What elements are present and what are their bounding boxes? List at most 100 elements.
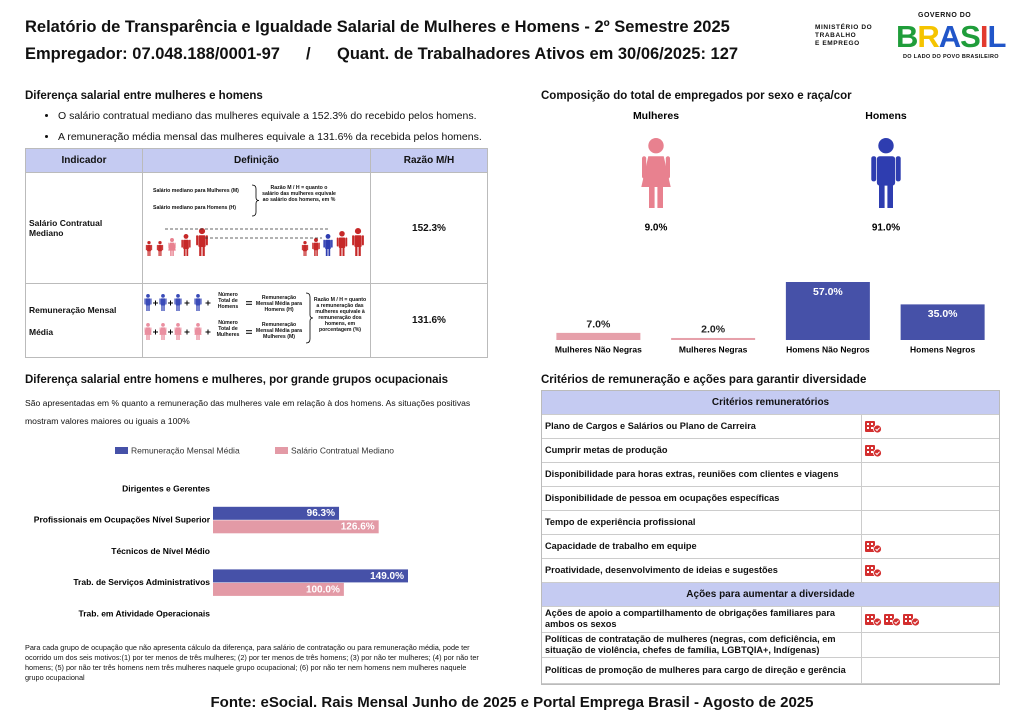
bar [671, 337, 756, 340]
icon-badge [873, 568, 882, 578]
person-body [876, 156, 896, 186]
indicator-cell: Remuneração Mensal Média [25, 283, 143, 358]
person-icon [871, 138, 901, 208]
government-label: GOVERNO DO [918, 12, 972, 19]
icon-window [871, 447, 873, 449]
person-arm [871, 156, 877, 182]
header-cell: Razão M/H [370, 148, 488, 173]
separator: / [306, 45, 311, 63]
section-header: Critérios remuneratórios [542, 391, 999, 415]
definition-text: Remuneração Mensal Média para Homens (H) [255, 295, 303, 313]
bar [900, 304, 985, 340]
employer: Empregador: 07.048.188/0001-97 [25, 45, 280, 63]
criteria-row: Cumprir metas de produção [542, 439, 999, 463]
legend-swatch [115, 447, 128, 454]
icon-window [871, 427, 873, 429]
criteria-icons [862, 511, 999, 534]
check-icons [865, 421, 882, 434]
bar [556, 332, 641, 340]
ratio-table: Indicador Definição Razão M/H Salário Co… [25, 148, 488, 358]
group-label: Mulheres [633, 110, 679, 122]
icon-window [890, 615, 892, 618]
person-arm [665, 156, 670, 179]
icon-check [875, 547, 880, 552]
ministry-logo: MINISTÉRIO DO TRABALHO E EMPREGO [815, 24, 872, 48]
icon-window [867, 567, 869, 569]
criteria-text: Disponibilidade de pessoa em ocupações e… [542, 487, 862, 510]
logo-letter: A [938, 19, 961, 54]
value-label: 7.0% [586, 319, 611, 331]
section-title: Composição do total de empregados por se… [541, 90, 852, 102]
check-icons [865, 613, 920, 627]
x-tick-label: Mulheres Não Negras [555, 344, 642, 354]
criteria-text: Cumprir metas de produção [542, 439, 862, 462]
criteria-text: Capacidade de trabalho em equipe [542, 535, 862, 558]
definition-text: Razão M / H = quanto a remuneração das m… [313, 297, 367, 333]
criteria-row: Ações de apoio a compartilhamento de obr… [542, 607, 999, 633]
icon-window [871, 615, 873, 618]
criteria-row: Disponibilidade para horas extras, reuni… [542, 463, 999, 487]
value-label: 149.0% [370, 571, 404, 582]
icon-check [875, 427, 880, 432]
icon-window [886, 619, 888, 622]
icon-window [886, 615, 888, 618]
icon-window [905, 615, 907, 618]
definition-text: Razão M / H = quanto o salário das mulhe… [262, 185, 336, 203]
icon-window [909, 615, 911, 618]
criteria-row: Tempo de experiência profissional [542, 511, 999, 535]
definition-cell [142, 172, 371, 284]
ministry-line: MINISTÉRIO DO [815, 24, 873, 31]
section-title: Critérios de remuneração e ações para ga… [541, 374, 867, 386]
criteria-text: Políticas de contratação de mulheres (ne… [542, 632, 862, 658]
person-head [648, 138, 664, 154]
person-leg [657, 184, 663, 208]
icon-badge [873, 617, 882, 627]
icon-window [871, 543, 873, 545]
icon-window [867, 615, 869, 618]
icon-window [867, 447, 869, 449]
criteria-text: Plano de Cargos e Salários ou Plano de C… [542, 415, 862, 438]
icon-window [909, 619, 911, 622]
check-icons [865, 541, 882, 554]
icon-check [913, 620, 918, 625]
criteria-icons [862, 658, 999, 683]
section-title: Diferença salarial entre mulheres e home… [25, 90, 263, 102]
icon-window [867, 543, 869, 545]
icon-window [871, 451, 873, 453]
icon-window [867, 619, 869, 622]
chart-subtitle: São apresentadas em % quanto a remuneraç… [25, 398, 471, 426]
criteria-row: Políticas de contratação de mulheres (ne… [542, 632, 999, 659]
icon-window [867, 547, 869, 549]
criteria-icons [862, 463, 999, 486]
icon-check [875, 451, 880, 456]
criteria-icons [862, 487, 999, 510]
header-cell: Definição [142, 148, 371, 173]
definition-text: Salário mediano para Mulheres (M) [153, 188, 239, 194]
icon-window [867, 451, 869, 453]
group-label: Homens [865, 110, 907, 122]
person-leg [649, 184, 655, 208]
person-arm [895, 156, 901, 182]
diversity-table: Critérios remuneratórios Plano de Cargos … [541, 390, 1000, 686]
value-label: 96.3% [307, 508, 335, 519]
criteria-text: Disponibilidade para horas extras, reuni… [542, 463, 862, 486]
group-share: 9.0% [645, 223, 668, 234]
icon-window [871, 547, 873, 549]
bar [213, 506, 340, 520]
criteria-text: Ações de apoio a compartilhamento de obr… [542, 607, 862, 632]
bar [785, 282, 870, 340]
criteria-icons [862, 415, 999, 438]
icon-badge [873, 544, 882, 554]
criteria-row: Capacidade de trabalho em equipe [542, 535, 999, 559]
value-label: 35.0% [928, 308, 958, 320]
y-tick-label: Profissionais em Ocupações Nível Superio… [34, 515, 211, 525]
person-icon [641, 138, 671, 208]
y-tick-label: Técnicos de Nível Médio [111, 546, 210, 556]
x-tick-label: Homens Negros [910, 344, 975, 354]
icon-check [875, 620, 880, 625]
check-icons [865, 445, 882, 458]
icon-check [875, 571, 880, 576]
icon-window [871, 567, 873, 569]
criteria-row: Políticas de promoção de mulheres para c… [542, 658, 999, 685]
person-head [878, 138, 894, 154]
